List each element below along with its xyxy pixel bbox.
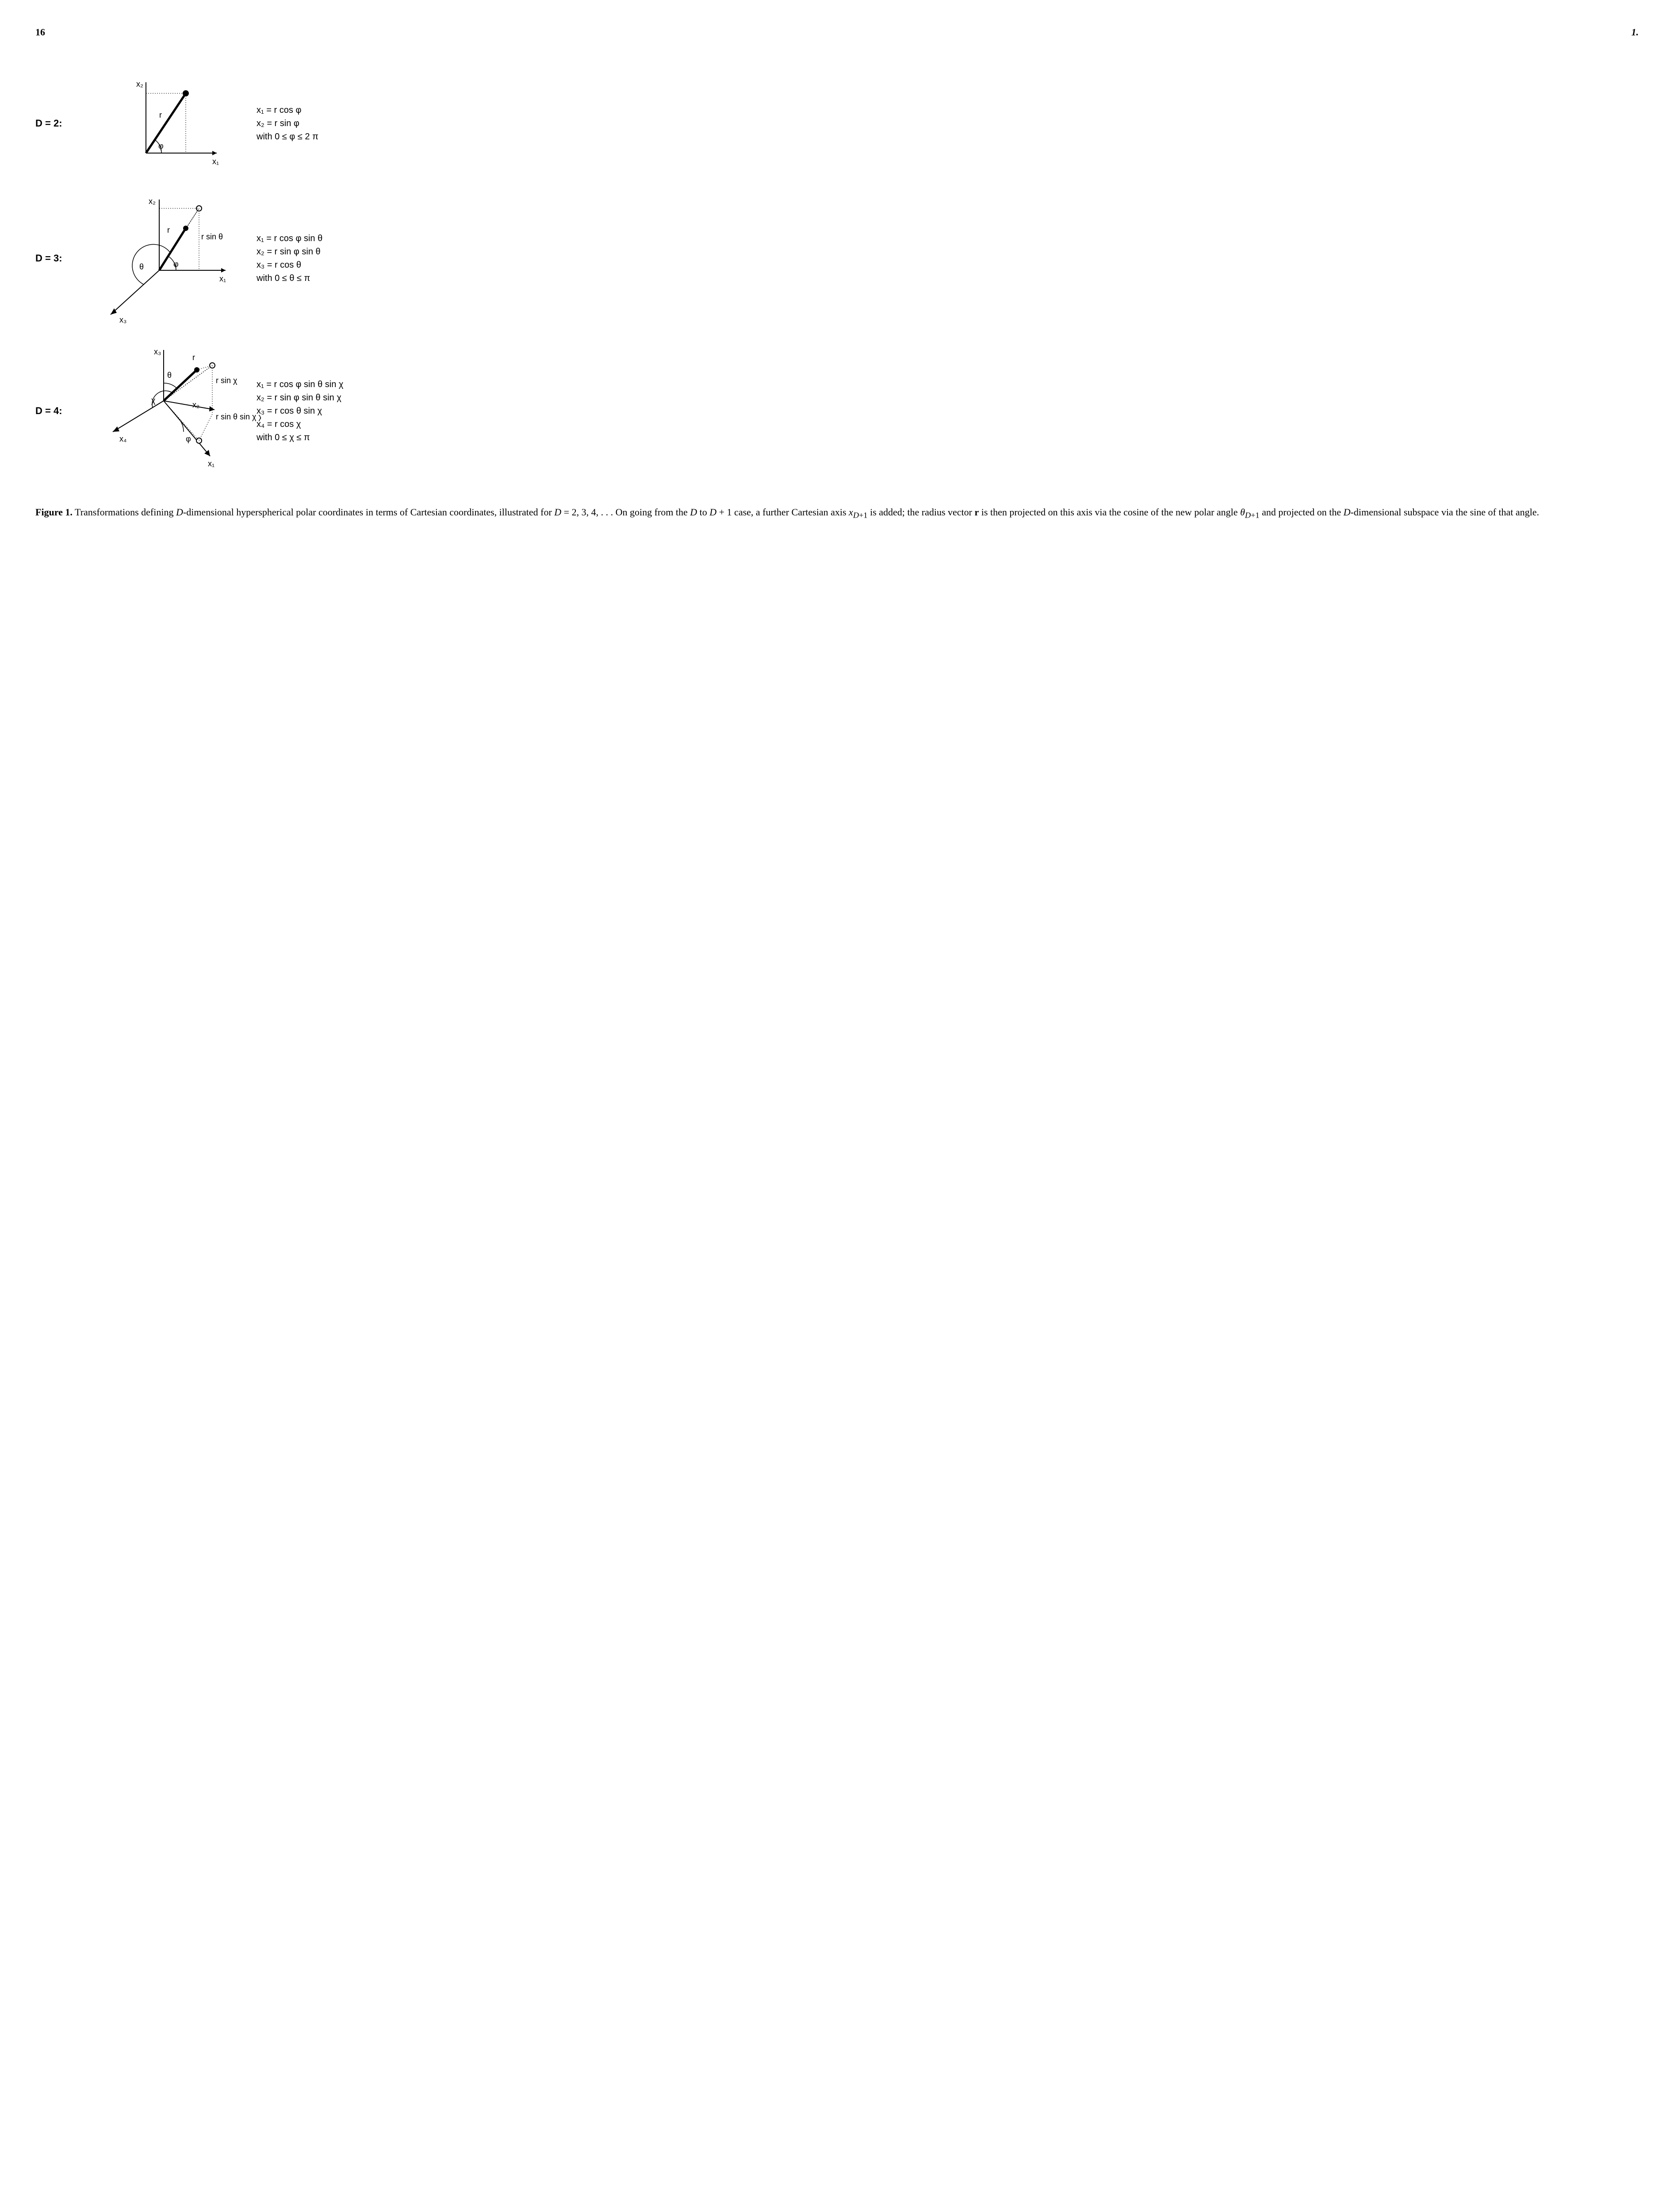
chapter-ref: 1. [1632,27,1639,38]
axis-x4-label: x₄ [119,434,126,443]
equations-d3: x₁ = r cos φ sin θ x₂ = r sin φ sin θ x₃… [257,232,322,285]
equations-d4: x₁ = r cos φ sin θ sin χ x₂ = r sin φ si… [257,378,343,444]
dim-label-d2: D = 2: [35,118,88,129]
axis-x1-label: x₁ [212,157,219,166]
equations-d2: x₁ = r cos φ x₂ = r sin φ with 0 ≤ φ ≤ 2… [257,104,318,143]
proj-label: r sin θ [201,232,223,241]
eq: x₁ = r cos φ sin θ [257,232,322,245]
eq: x₂ = r sin φ sin θ sin χ [257,391,343,404]
figure-caption: Figure 1. Transformations defining D-dim… [35,505,1639,522]
eq: with 0 ≤ χ ≤ π [257,431,343,444]
diagram-d3: x₂ x₁ x₃ r φ θ r sin θ [102,191,243,326]
r-label: r [167,226,170,234]
figure-row-d3: D = 3: x₂ x₁ x₃ r [35,191,1639,326]
eq: x₄ = r cos χ [257,418,343,431]
figure-row-d4: D = 4: [35,343,1639,478]
theta-label: θ [139,262,144,271]
phi-label: φ [158,142,164,150]
dim-label-d4: D = 4: [35,405,88,417]
caption-body: Transformations defining D-dimensional h… [73,507,1539,518]
page-number: 16 [35,27,45,38]
eq: with 0 ≤ θ ≤ π [257,272,322,285]
caption-lead: Figure 1. [35,507,73,518]
phi-label: φ [173,260,179,269]
figure-row-d2: D = 2: x₂ x₁ r φ x₁ = r cos φ x₂ = r sin… [35,73,1639,173]
axis-x2-label: x₂ [192,400,199,409]
chi-label: χ [151,396,156,405]
eq: x₂ = r sin φ sin θ [257,245,322,258]
proj2-label: r sin θ sin χ χ [216,412,261,421]
page-header: 16 1. [35,27,1639,38]
axis-x2-label: x₂ [136,80,143,88]
dim-label-d3: D = 3: [35,253,88,264]
diagram-d2: x₂ x₁ r φ [102,73,243,173]
axis-x1-label: x₁ [219,274,226,283]
eq: x₁ = r cos φ [257,104,318,117]
eq: x₃ = r cos θ sin χ [257,404,343,418]
r-label: r [192,353,195,362]
diagram-d4: x₃ x₁ x₂ x₄ r θ χ φ r sin χ r sin θ sin … [102,343,243,478]
eq: x₃ = r cos θ [257,258,322,272]
r-label: r [159,111,162,119]
phi-label: φ [186,434,191,443]
proj1-label: r sin χ [216,376,238,385]
axis-x3-label: x₃ [154,347,161,356]
eq: with 0 ≤ φ ≤ 2 π [257,130,318,143]
eq: x₁ = r cos φ sin θ sin χ [257,378,343,391]
axis-x2-label: x₂ [149,197,156,206]
eq: x₂ = r sin φ [257,117,318,130]
theta-label: θ [167,371,172,380]
axis-x1-label: x₁ [208,459,215,468]
axis-x3-label: x₃ [119,315,126,323]
